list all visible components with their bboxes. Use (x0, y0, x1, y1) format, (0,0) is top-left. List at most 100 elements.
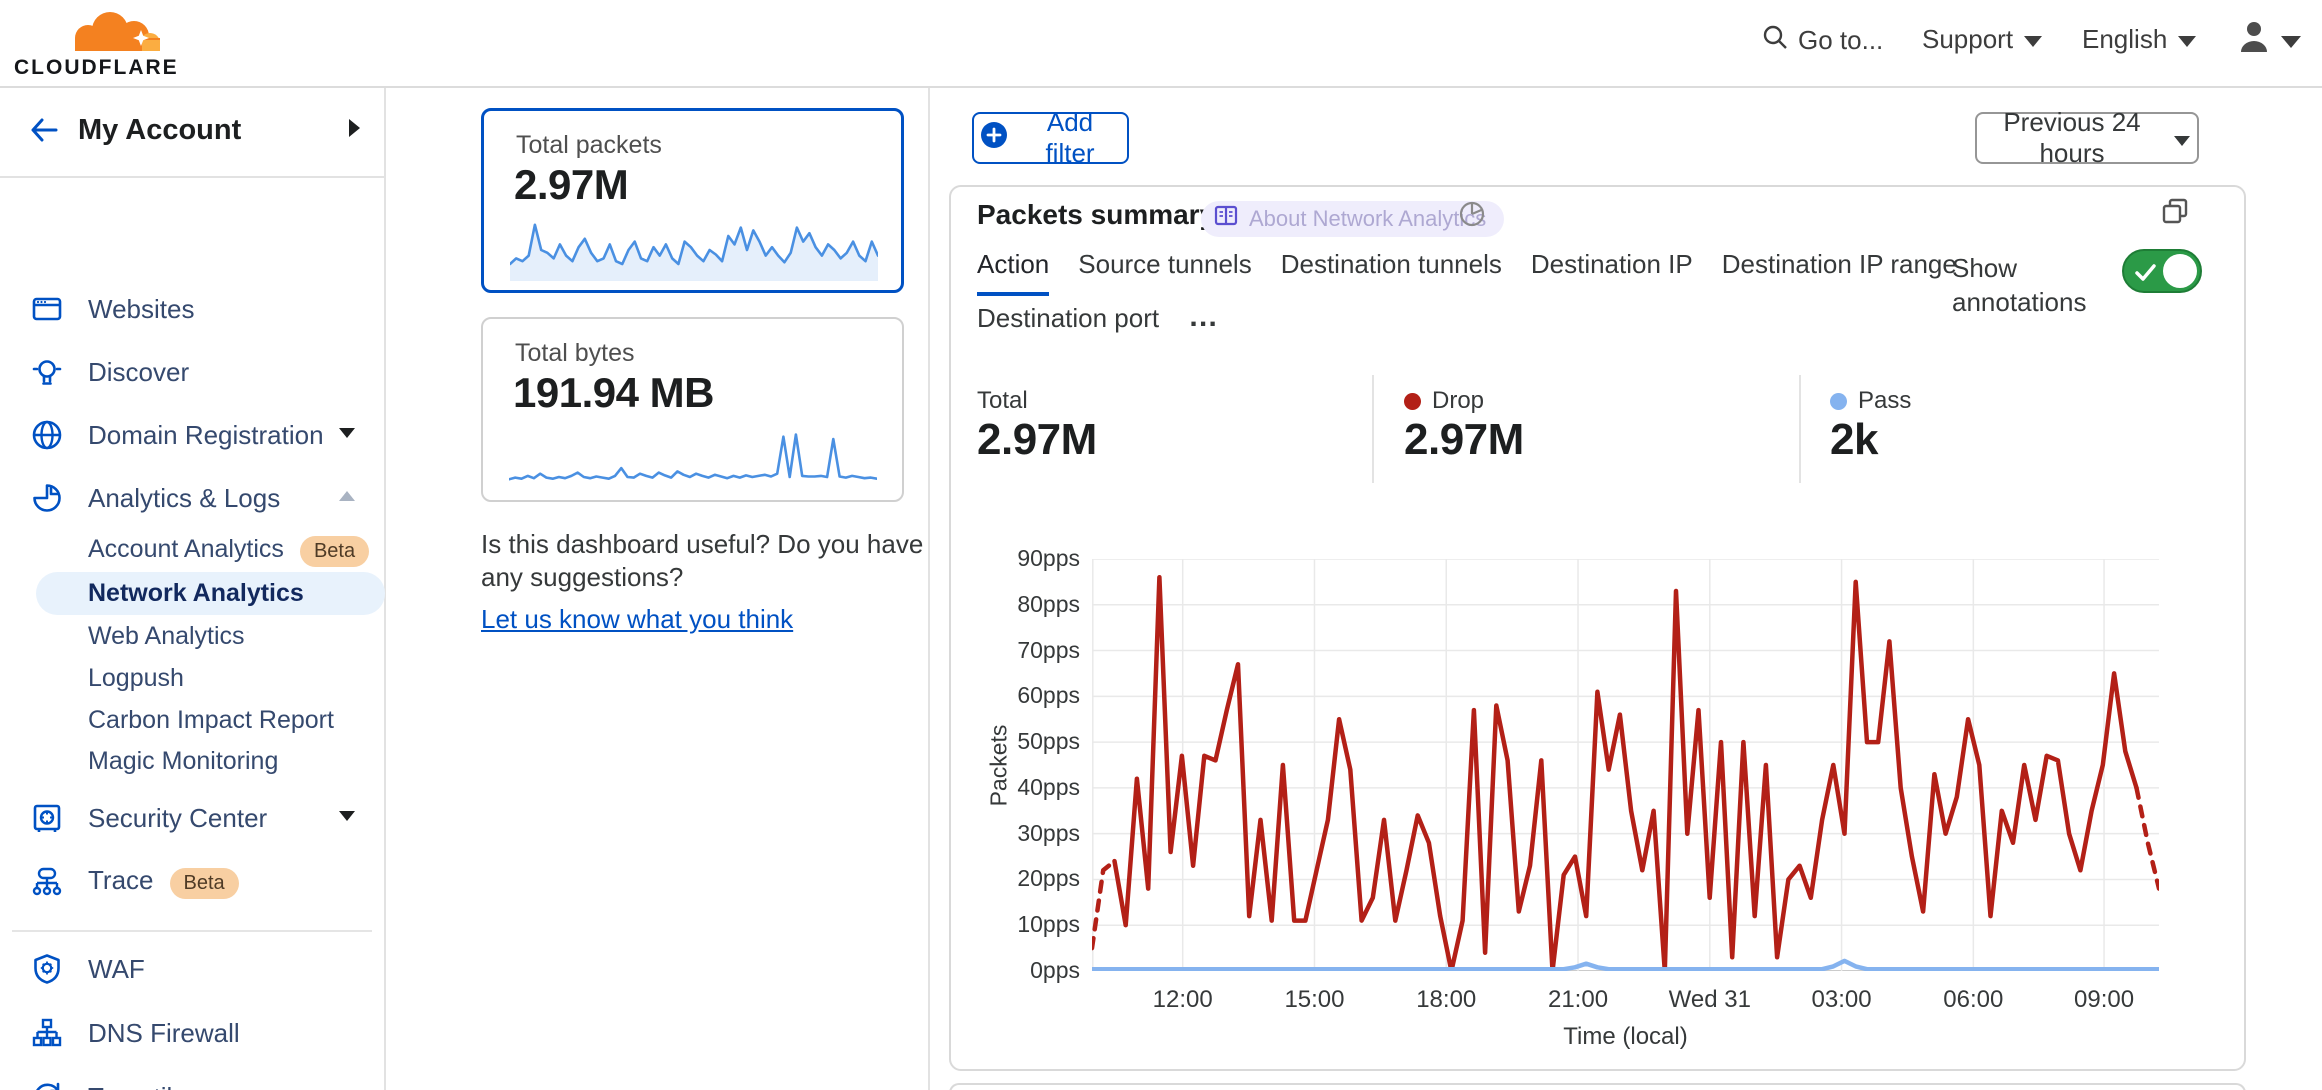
x-axis-tick: 03:00 (1811, 986, 1872, 1013)
y-axis-tick: 80pps (1017, 590, 1080, 617)
total-packets-label: Total packets (516, 131, 662, 159)
chevron-down-icon (2280, 25, 2302, 56)
total-packets-card[interactable]: Total packets 2.97M (481, 108, 904, 293)
x-axis-tick: 15:00 (1284, 986, 1345, 1013)
chevron-down-icon (2023, 24, 2043, 55)
packets-line-chart (1092, 559, 2159, 971)
globe-icon (30, 418, 64, 452)
sidebar-item-logpush[interactable]: Logpush (88, 664, 184, 692)
pie-chart-type-icon (1457, 199, 1487, 234)
stat-total-label: Total (977, 387, 1028, 414)
goto-search[interactable]: Go to... (1762, 24, 1883, 57)
plus-circle-icon (980, 121, 1008, 156)
account-header[interactable]: My Account (0, 88, 384, 178)
chevron-down-icon (2173, 123, 2191, 154)
language-menu[interactable]: English (2082, 24, 2197, 55)
sidebar-item-carbon-impact-report[interactable]: Carbon Impact Report (88, 706, 334, 734)
add-filter-button[interactable]: Add filter (972, 107, 1129, 168)
total-packets-value: 2.97M (514, 161, 629, 208)
rotate-check-icon (30, 1080, 64, 1090)
user-avatar-icon (2238, 20, 2270, 61)
more-tabs-button[interactable]: … (1188, 299, 1219, 333)
sidebar-item-account-analytics[interactable]: Account Analytics Beta (0, 529, 384, 572)
sidebar-item-domain-registration[interactable]: Domain Registration (0, 407, 384, 463)
drop-legend-dot (1404, 393, 1421, 410)
stat-drop-label: Drop (1432, 387, 1485, 414)
time-range-dropdown[interactable]: Previous 24 hours (1975, 107, 2199, 168)
tab-source-tunnels[interactable]: Source tunnels (1078, 249, 1252, 279)
x-axis-title: Time (local) (1563, 1023, 1688, 1050)
total-bytes-card[interactable]: Total bytes 191.94 MB (481, 317, 904, 502)
support-menu[interactable]: Support (1922, 24, 2043, 55)
sidebar-item-turnstile[interactable]: Turnstile (0, 1069, 384, 1090)
expand-icon[interactable] (2161, 197, 2191, 232)
sidebar-item-analytics-logs[interactable]: Analytics & Logs (0, 470, 384, 526)
x-axis-tick: 18:00 (1416, 986, 1477, 1013)
sidebar-item-dns-firewall[interactable]: DNS Firewall (0, 1005, 384, 1061)
cloudflare-logo-icon[interactable] (58, 6, 170, 61)
stat-drop-value: 2.97M (1404, 415, 1524, 464)
y-axis-tick: 20pps (1017, 865, 1080, 892)
column-divider (928, 88, 930, 1090)
sidebar-item-waf[interactable]: WAF (0, 941, 384, 997)
y-axis-tick: 40pps (1017, 773, 1080, 800)
tab-destination-ip[interactable]: Destination IP (1530, 249, 1693, 279)
y-axis-tick: 50pps (1017, 728, 1080, 755)
vault-icon (30, 801, 64, 835)
dimension-tabs: Action Source tunnels Destination tunnel… (977, 249, 1957, 296)
sidebar-item-trace[interactable]: Trace Beta (0, 854, 384, 910)
chevron-down-icon (2177, 24, 2197, 55)
stat-pass-label: Pass (1858, 387, 1912, 414)
total-bytes-label: Total bytes (515, 339, 635, 367)
support-label: Support (1922, 24, 2014, 54)
tab-destination-tunnels[interactable]: Destination tunnels (1280, 249, 1502, 279)
account-title: My Account (78, 114, 242, 146)
tab-action[interactable]: Action (977, 249, 1050, 296)
y-axis-tick: 90pps (1017, 545, 1080, 571)
book-icon (1213, 203, 1239, 235)
show-annotations-label: Show annotations (1952, 253, 2087, 317)
stat-pass-value: 2k (1830, 415, 1878, 464)
search-icon (1762, 24, 1788, 57)
browser-icon (30, 292, 64, 326)
sidebar-item-web-analytics[interactable]: Web Analytics (88, 622, 245, 650)
x-axis-tick: 06:00 (1943, 986, 2004, 1013)
sidebar-divider (12, 930, 372, 932)
pass-legend-dot (1830, 393, 1847, 410)
next-panel-top-edge (949, 1083, 2246, 1090)
user-menu[interactable] (2238, 20, 2302, 61)
y-axis-tick: 60pps (1017, 682, 1080, 709)
sidebar: My Account Websites Discover Domain Regi… (0, 88, 386, 1090)
sidebar-item-websites[interactable]: Websites (0, 281, 384, 337)
total-bytes-value: 191.94 MB (513, 369, 714, 416)
stat-divider (1799, 375, 1801, 483)
chevron-down-icon (338, 426, 356, 444)
y-axis-tick: 70pps (1017, 636, 1080, 663)
stat-divider (1372, 375, 1374, 483)
sidebar-item-magic-monitoring[interactable]: Magic Monitoring (88, 747, 279, 775)
chevron-down-icon (338, 809, 356, 827)
show-annotations-toggle[interactable] (2122, 249, 2202, 293)
x-axis-tick: 12:00 (1152, 986, 1213, 1013)
stat-total-value: 2.97M (977, 415, 1097, 464)
y-axis-tick: 30pps (1017, 819, 1080, 846)
chevron-up-icon (338, 489, 356, 507)
about-network-analytics-badge[interactable]: About Network Analytics (1201, 201, 1505, 237)
x-axis-tick: 21:00 (1547, 986, 1609, 1013)
sidebar-item-security-center[interactable]: Security Center (0, 790, 384, 846)
shield-gear-icon (30, 952, 64, 986)
x-axis-tick: 09:00 (2074, 986, 2135, 1013)
pie-chart-icon (30, 481, 64, 515)
total-bytes-sparkline (509, 433, 877, 481)
tab-destination-port[interactable]: Destination port (977, 303, 1160, 333)
beta-badge: Beta (299, 535, 370, 567)
tab-destination-ip-range[interactable]: Destination IP range (1721, 249, 1957, 279)
chevron-right-icon (348, 118, 361, 143)
goto-label: Go to... (1798, 25, 1884, 55)
feedback-link[interactable]: Let us know what you think (481, 604, 794, 634)
sidebar-item-discover[interactable]: Discover (0, 344, 384, 400)
back-arrow-icon[interactable] (26, 112, 62, 153)
sidebar-item-network-analytics[interactable]: Network Analytics (36, 572, 385, 615)
check-icon (2135, 264, 2156, 281)
